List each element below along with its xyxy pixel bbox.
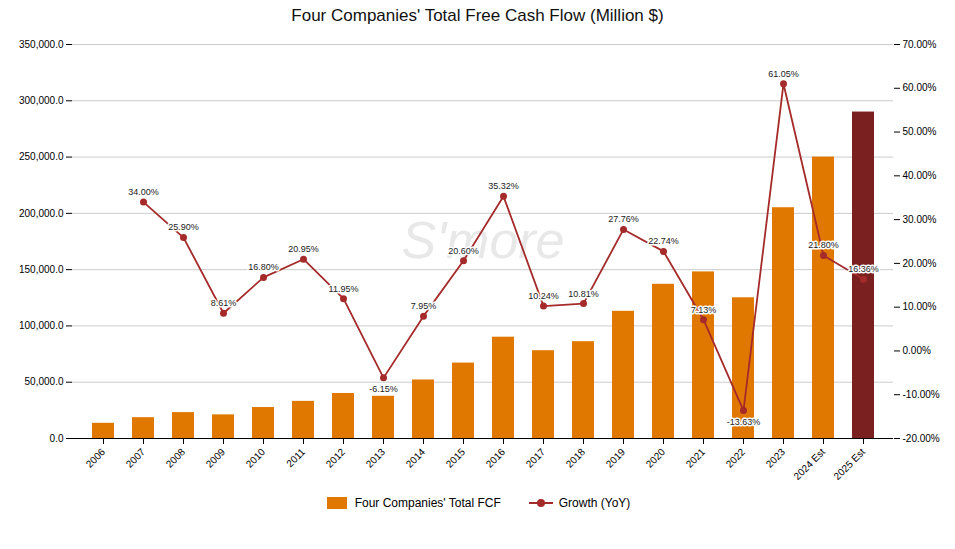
svg-text:16.80%: 16.80% — [248, 262, 279, 272]
svg-text:20.00%: 20.00% — [903, 258, 937, 269]
svg-text:350,000.0: 350,000.0 — [19, 39, 64, 50]
svg-text:2007: 2007 — [124, 446, 148, 470]
svg-text:2022: 2022 — [724, 446, 748, 470]
svg-text:2008: 2008 — [164, 446, 188, 470]
svg-text:70.00%: 70.00% — [903, 39, 937, 50]
svg-text:40.00%: 40.00% — [903, 170, 937, 181]
svg-text:30.00%: 30.00% — [903, 214, 937, 225]
svg-text:25.90%: 25.90% — [168, 222, 199, 232]
svg-text:7.13%: 7.13% — [691, 305, 717, 315]
svg-text:2013: 2013 — [364, 446, 388, 470]
svg-text:-13.63%: -13.63% — [727, 416, 761, 426]
svg-text:150,000.0: 150,000.0 — [19, 264, 64, 275]
svg-text:2014: 2014 — [404, 446, 428, 470]
svg-text:20.95%: 20.95% — [288, 244, 319, 254]
svg-text:250,000.0: 250,000.0 — [19, 151, 64, 162]
svg-text:2009: 2009 — [204, 446, 228, 470]
svg-text:2021: 2021 — [684, 446, 708, 470]
html-text:Four Companies' Total Free Cas: Four Companies' Total Free Cash Flow (Mi… — [291, 6, 664, 25]
svg-text:10.00%: 10.00% — [903, 301, 937, 312]
svg-text:35.32%: 35.32% — [488, 181, 519, 191]
svg-text:21.80%: 21.80% — [808, 240, 839, 250]
svg-text:2015: 2015 — [444, 446, 468, 470]
svg-text:2011: 2011 — [284, 446, 307, 469]
svg-text:2016: 2016 — [484, 446, 508, 470]
html-text:Four Companies' Total FCF: Four Companies' Total FCF — [354, 496, 501, 510]
svg-text:20.60%: 20.60% — [448, 246, 479, 256]
html-text:Growth (YoY): Growth (YoY) — [558, 496, 631, 510]
svg-text:2018: 2018 — [564, 446, 588, 470]
svg-text:50.00%: 50.00% — [903, 126, 937, 137]
svg-text:22.74%: 22.74% — [648, 236, 679, 246]
svg-text:8.61%: 8.61% — [211, 298, 237, 308]
svg-text:-20.00%: -20.00% — [903, 433, 940, 444]
svg-text:61.05%: 61.05% — [768, 69, 799, 79]
svg-text:S'more: S'more — [401, 211, 564, 269]
svg-text:0.00%: 0.00% — [903, 345, 931, 356]
svg-text:200,000.0: 200,000.0 — [19, 208, 64, 219]
svg-text:-6.15%: -6.15% — [369, 384, 398, 394]
svg-text:2019: 2019 — [604, 446, 628, 470]
svg-text:100,000.0: 100,000.0 — [19, 320, 64, 331]
svg-text:2025 Est: 2025 Est — [831, 446, 867, 482]
svg-text:0.0: 0.0 — [50, 433, 64, 444]
svg-text:7.95%: 7.95% — [411, 301, 437, 311]
svg-text:-10.00%: -10.00% — [903, 389, 940, 400]
svg-text:50,000.0: 50,000.0 — [25, 376, 64, 387]
svg-text:2010: 2010 — [244, 446, 268, 470]
svg-text:2023: 2023 — [764, 446, 788, 470]
svg-text:27.76%: 27.76% — [608, 214, 639, 224]
svg-text:2024 Est: 2024 Est — [791, 446, 827, 482]
svg-text:10.24%: 10.24% — [528, 291, 559, 301]
svg-text:2017: 2017 — [524, 446, 548, 470]
svg-text:34.00%: 34.00% — [128, 187, 159, 197]
svg-text:60.00%: 60.00% — [903, 82, 937, 93]
svg-text:2006: 2006 — [84, 446, 108, 470]
svg-text:11.95%: 11.95% — [329, 284, 359, 294]
svg-text:10.81%: 10.81% — [568, 289, 599, 299]
svg-text:2020: 2020 — [644, 446, 668, 470]
svg-text:16.36%: 16.36% — [848, 264, 879, 274]
svg-text:300,000.0: 300,000.0 — [19, 95, 64, 106]
svg-text:2012: 2012 — [324, 446, 348, 470]
